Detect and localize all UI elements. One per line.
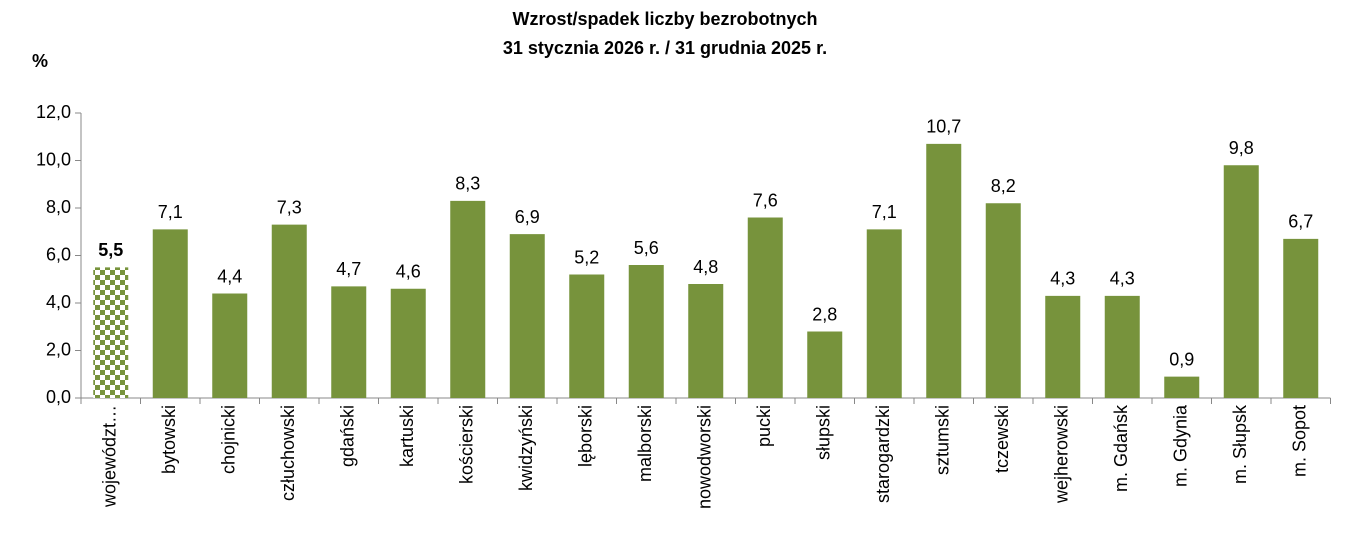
value-label: 7,6 <box>753 190 778 210</box>
value-label: 10,7 <box>926 117 961 137</box>
x-tick-label: m. Słupsk <box>1230 404 1250 484</box>
x-tick-label: człuchowski <box>278 405 298 501</box>
x-tick-label: kwidzyński <box>516 405 536 491</box>
value-label: 9,8 <box>1229 138 1254 158</box>
bar <box>688 284 724 398</box>
x-tick-label: chojnicki <box>219 405 239 474</box>
x-tick-label: m. Gdańsk <box>1111 404 1131 492</box>
value-label: 6,9 <box>515 207 540 227</box>
y-tick-label: 12,0 <box>36 102 71 122</box>
value-label: 8,3 <box>455 174 480 194</box>
value-label: 8,2 <box>991 176 1016 196</box>
bar <box>1223 165 1259 398</box>
x-tick-label: m. Gdynia <box>1171 404 1191 487</box>
value-label: 0,9 <box>1169 349 1194 369</box>
bar <box>1045 295 1081 398</box>
bar <box>747 217 783 398</box>
bar <box>866 229 902 398</box>
y-tick-label: 2,0 <box>46 339 71 359</box>
y-tick-label: 0,0 <box>46 387 71 407</box>
x-tick-label: bytowski <box>159 405 179 474</box>
value-label: 6,7 <box>1288 212 1313 232</box>
value-label: 5,5 <box>98 240 123 260</box>
x-tick-label: starogardzki <box>873 405 893 503</box>
value-label: 5,2 <box>574 247 599 267</box>
value-label: 5,6 <box>634 238 659 258</box>
x-tick-label: gdański <box>338 405 358 467</box>
value-label: 4,8 <box>693 257 718 277</box>
bar <box>509 234 545 398</box>
bar <box>926 143 962 398</box>
x-tick-label: lęborski <box>576 405 596 467</box>
chart-title: Wzrost/spadek liczby bezrobotnych <box>512 9 817 29</box>
bar <box>212 293 248 398</box>
bar <box>628 265 664 398</box>
chart-subtitle: 31 stycznia 2026 r. / 31 grudnia 2025 r. <box>503 38 827 58</box>
value-label: 4,3 <box>1050 269 1075 289</box>
y-tick-label: 10,0 <box>36 149 71 169</box>
y-tick-label: 8,0 <box>46 197 71 217</box>
x-tick-label: województ… <box>100 405 120 508</box>
x-tick-label: kartuski <box>397 405 417 467</box>
bar <box>152 229 188 398</box>
y-tick-label: 4,0 <box>46 292 71 312</box>
x-tick-label: m. Sopot <box>1290 405 1310 477</box>
bar <box>390 288 426 398</box>
value-label: 7,3 <box>277 197 302 217</box>
x-tick-label: sztumski <box>933 405 953 475</box>
x-tick-label: tczewski <box>992 405 1012 473</box>
x-tick-label: kościerski <box>457 405 477 484</box>
bar <box>1283 238 1319 398</box>
x-tick-label: nowodworski <box>695 405 715 509</box>
x-tick-label: słupski <box>814 405 834 460</box>
bar <box>1104 295 1140 398</box>
value-label: 4,4 <box>217 266 242 286</box>
value-label: 4,6 <box>396 262 421 282</box>
bar <box>1164 376 1200 398</box>
x-tick-label: wejherowski <box>1052 405 1072 504</box>
value-label: 4,7 <box>336 259 361 279</box>
value-label: 4,3 <box>1110 269 1135 289</box>
x-tick-label: malborski <box>635 405 655 482</box>
bar <box>93 267 129 398</box>
bar <box>569 274 605 398</box>
y-axis-label: % <box>32 51 48 71</box>
bar <box>331 286 367 398</box>
value-label: 7,1 <box>872 202 897 222</box>
bar <box>985 203 1021 398</box>
bar <box>271 224 307 398</box>
bar <box>450 200 486 398</box>
y-tick-label: 6,0 <box>46 244 71 264</box>
x-tick-label: pucki <box>754 405 774 447</box>
value-label: 2,8 <box>812 304 837 324</box>
bar <box>807 331 843 398</box>
value-label: 7,1 <box>158 202 183 222</box>
